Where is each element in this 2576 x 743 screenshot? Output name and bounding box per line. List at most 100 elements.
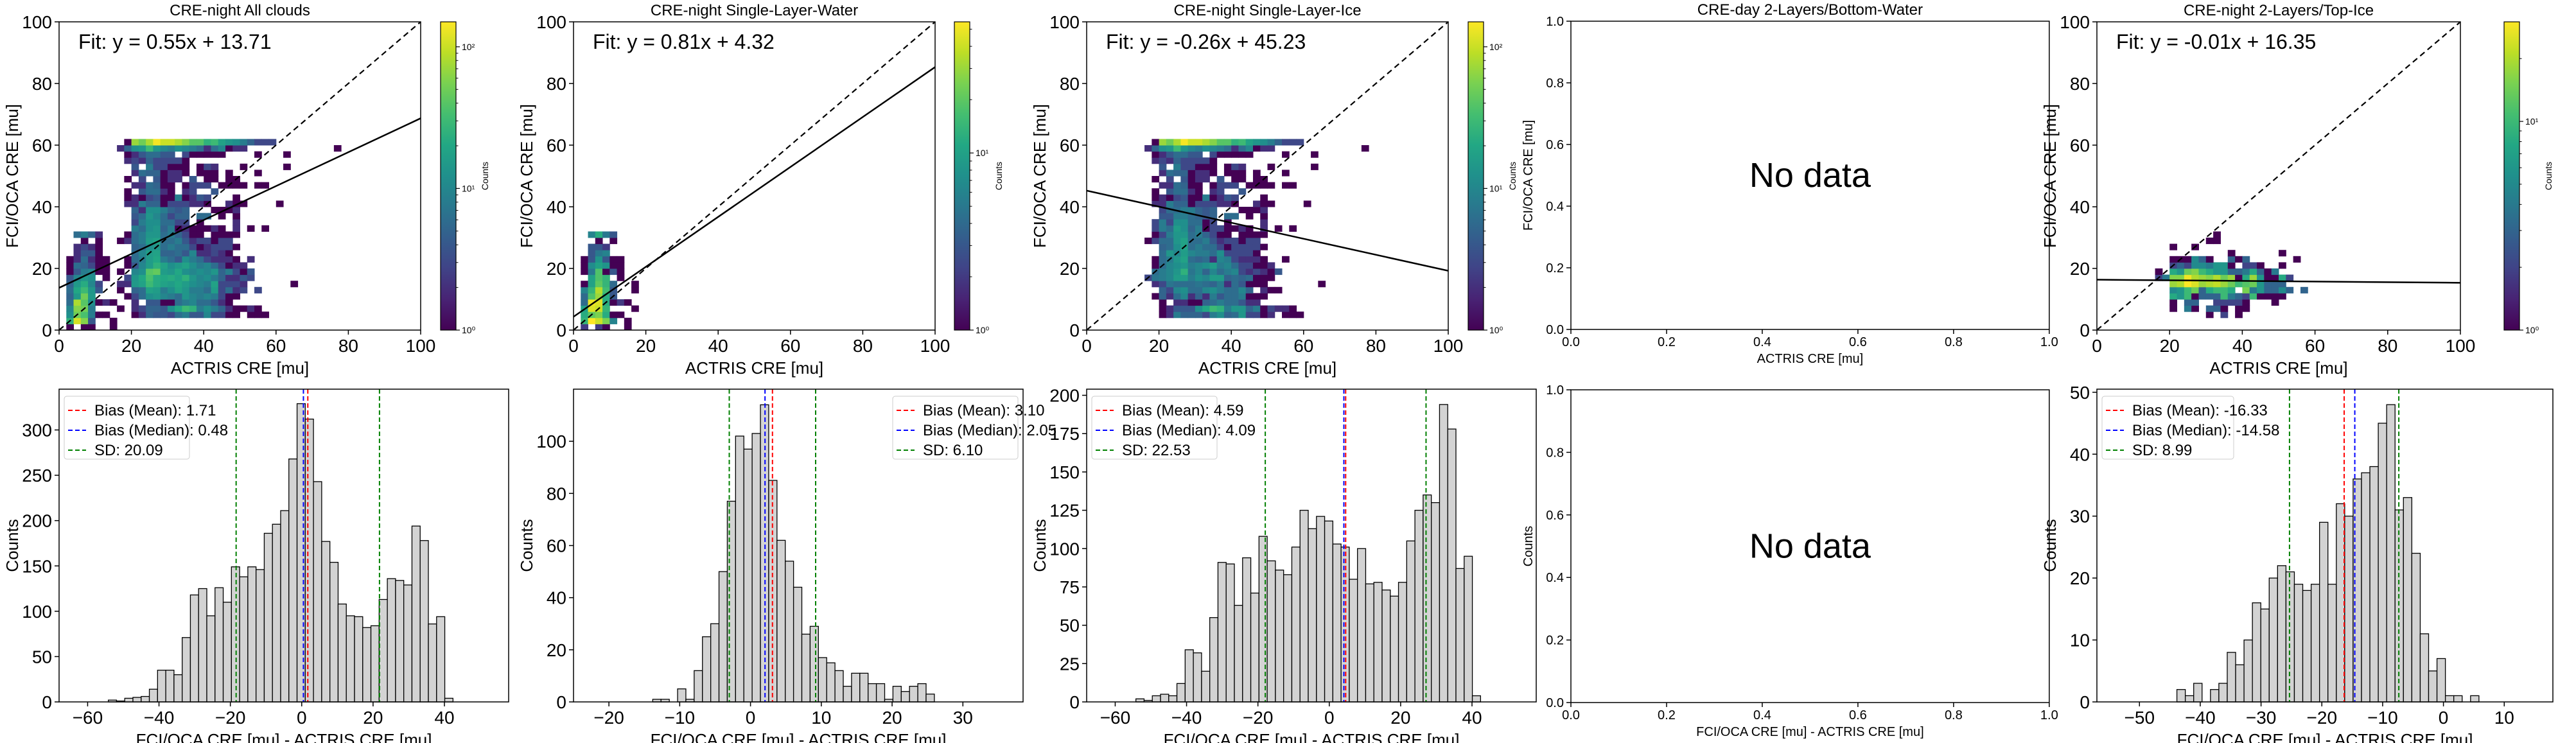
heatmap-cell [2264, 281, 2272, 288]
heatmap-cell [225, 262, 233, 269]
heatmap-cell [218, 293, 226, 300]
heatmap-cell [211, 139, 219, 146]
heatmap-cell [131, 311, 139, 319]
heatmap-cell [1209, 268, 1218, 275]
y-tick-label: 0 [2080, 320, 2090, 340]
legend-item-median: Bias (Median): 4.09 [1122, 422, 1256, 439]
heatmap-cell [1159, 151, 1167, 158]
heatmap-cell [261, 311, 270, 319]
heatmap-cell [1195, 157, 1203, 164]
heatmap-cell [1289, 225, 1297, 232]
heatmap-cell [1173, 194, 1181, 201]
y-tick-label: 200 [1049, 386, 1080, 406]
heatmap-cell [2191, 256, 2199, 263]
x-tick-label: 0 [1082, 336, 1092, 356]
y-tick-label: 20 [32, 259, 52, 279]
heatmap-cell [218, 311, 226, 319]
heatmap-cell [2191, 262, 2199, 269]
heatmap-cell [1238, 293, 1247, 300]
histogram-bar [1455, 568, 1465, 703]
heatmap-cell [1260, 231, 1268, 238]
heatmap-cell [1152, 157, 1160, 164]
legend: Bias (Mean): 3.10 Bias (Median): 2.05 SD: … [892, 396, 1056, 460]
heatmap-cell [1202, 145, 1210, 152]
heatmap-cell [66, 262, 74, 269]
heatmap-cell [175, 176, 182, 183]
heatmap-cell [2191, 274, 2199, 281]
heatmap-cell [204, 250, 211, 257]
heatmap-cell [1231, 213, 1239, 220]
histogram-bar [1357, 548, 1367, 703]
heatmap-cell [189, 182, 197, 189]
heatmap-cell [196, 170, 204, 177]
heatmap-cell [1231, 299, 1239, 306]
heatmap-cell [80, 317, 89, 324]
y-tick-label: 80 [547, 74, 566, 94]
histogram-bar [370, 625, 380, 703]
histogram-bar [1242, 557, 1252, 703]
heatmap-cell [1252, 268, 1261, 275]
heatmap-cell [182, 286, 190, 293]
heatmap-cell [182, 157, 190, 164]
heatmap-cell [290, 281, 299, 288]
heatmap-cell [2162, 274, 2170, 281]
histogram-bar [1308, 528, 1317, 703]
histogram-bar [843, 686, 852, 703]
heatmap-cell [602, 274, 610, 281]
heatmap-cell [146, 225, 153, 232]
heatmap-cell [225, 145, 233, 152]
heatmap-cell [218, 262, 226, 269]
heatmap-cell [196, 231, 204, 238]
histogram-bar [2243, 639, 2253, 703]
heatmap-cell [153, 213, 161, 220]
heatmap-cell [160, 170, 168, 177]
x-tick-label: 10 [811, 708, 831, 728]
heatmap-cell [1180, 188, 1189, 195]
heatmap-cell [1252, 256, 1261, 263]
heatmap-cell [240, 182, 248, 189]
heatmap-cell [175, 311, 182, 319]
heatmap-cell [146, 213, 153, 220]
heatmap-cell [1260, 262, 1268, 269]
heatmap-cell [2177, 293, 2185, 300]
two-layer-bottom-water-hist: 0.0 0.2 0.4 0.6 0.8 1.0 0.0 0.2 0.4 0.6 0.8 1.0 FCI/… [1521, 383, 2058, 739]
heatmap-cell [2205, 305, 2214, 312]
heatmap-cell [588, 268, 596, 275]
heatmap-cell [1202, 213, 1210, 220]
x-tick-label: 0 [297, 708, 307, 728]
heatmap-cell [2191, 305, 2199, 312]
heatmap-cell [1238, 268, 1247, 275]
y-tick-label: 250 [22, 466, 52, 485]
colorbar-tick-label: 10¹ [2525, 116, 2539, 127]
heatmap-cell [2242, 286, 2250, 293]
heatmap-cell [1289, 139, 1297, 146]
histogram-bar [239, 576, 249, 703]
heatmap-cell [146, 274, 153, 281]
heatmap-cell [2205, 262, 2214, 269]
x-tick-label: 40 [2232, 336, 2252, 356]
heatmap-cell [2177, 262, 2185, 269]
colorbar-tick-label: 10¹ [462, 183, 475, 193]
heatmap-cell [2242, 293, 2250, 300]
heatmap-cell [146, 311, 153, 319]
heatmap-cell [189, 176, 197, 183]
heatmap-cell [1159, 268, 1167, 275]
heatmap-cell [1260, 268, 1268, 275]
heatmap-cell [1252, 262, 1261, 269]
heatmap-cell [1187, 311, 1196, 319]
legend: Bias (Mean): -16.33 Bias (Median): -14.58… [2101, 396, 2279, 460]
heatmap-cell [247, 139, 255, 146]
heatmap-cell [2213, 231, 2221, 238]
heatmap-cell [1245, 281, 1254, 288]
heatmap-cell [1195, 299, 1203, 306]
heatmap-cell [2177, 268, 2185, 275]
heatmap-cell [2220, 299, 2229, 306]
heatmap-cell [595, 256, 603, 263]
heatmap-cell [225, 170, 233, 177]
heatmap-cell [189, 274, 197, 281]
heatmap-cell [2235, 305, 2243, 312]
histogram-bar [2386, 404, 2396, 703]
heatmap-cell [138, 268, 146, 275]
heatmap-cell [1195, 145, 1203, 152]
